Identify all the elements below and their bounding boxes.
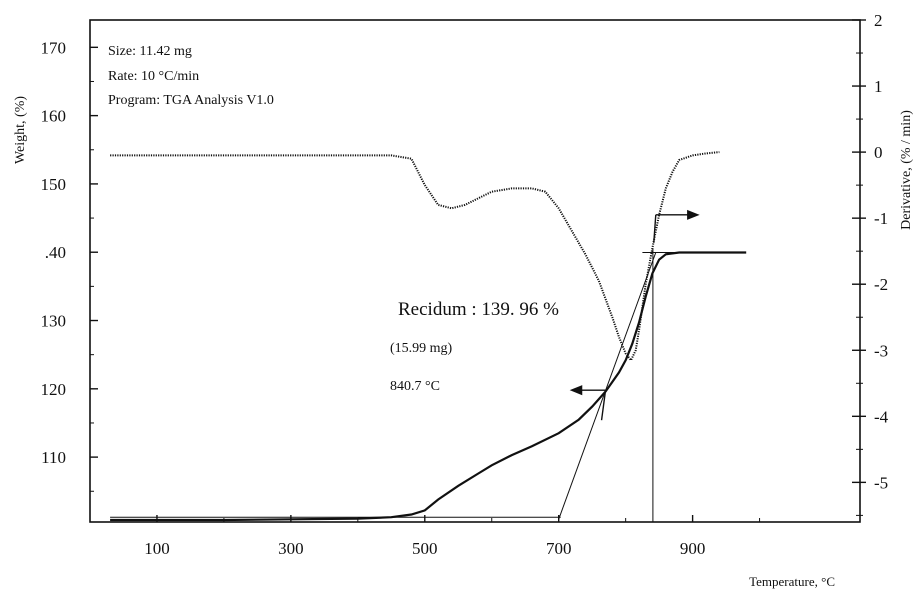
right-tick-label: -1	[874, 209, 888, 228]
derivative-curve	[110, 151, 720, 363]
plot-frame	[89, 19, 861, 523]
x-tick-label: 300	[278, 539, 304, 558]
x-tick-label: 700	[546, 539, 572, 558]
info-rate: Rate: 10 °C/min	[108, 69, 199, 84]
info-size: Size: 11.42 mg	[108, 44, 192, 59]
right-tick-label: -2	[874, 275, 888, 294]
x-tick-label: 900	[680, 539, 706, 558]
info-program: Program: TGA Analysis V1.0	[108, 93, 274, 108]
left-tick-label: 150	[41, 175, 67, 194]
arrow-deriv-head	[687, 209, 700, 220]
left-tick-label: 120	[41, 380, 67, 399]
right-axis-title: Derivative, (% / min)	[899, 110, 914, 230]
x-tick-label: 100	[144, 539, 170, 558]
right-tick-label: -5	[874, 473, 888, 492]
right-tick-label: -4	[874, 407, 889, 426]
left-axis-title: Weight, (%)	[13, 96, 28, 164]
arrow-weight-head	[569, 385, 583, 396]
left-tick-label: 110	[41, 448, 66, 467]
tangent-line	[558, 252, 657, 520]
left-tick-label: 170	[41, 38, 67, 57]
left-tick-label: 130	[41, 312, 67, 331]
right-tick-label: 0	[874, 143, 883, 162]
x-tick-label: 500	[412, 539, 438, 558]
right-axis-ticks: -5 -4 -3 -2 -1 0 1 2	[852, 11, 889, 516]
residue-label: Recidum : 139. 96 %	[398, 299, 559, 320]
left-tick-label: 160	[41, 107, 67, 126]
arrow-weight-drop	[600, 390, 607, 421]
right-tick-label: -3	[874, 341, 888, 360]
right-tick-label: 2	[874, 11, 883, 30]
onset-temperature-label: 840.7 °C	[390, 379, 440, 394]
right-tick-label: 1	[874, 77, 883, 96]
left-tick-label: .40	[45, 243, 66, 262]
onset-construction-lines	[110, 248, 720, 522]
x-axis-ticks: 100 300 500 700 900	[144, 515, 761, 558]
arrow-deriv-drop	[653, 214, 657, 243]
residue-mass-label: (15.99 mg)	[390, 341, 453, 356]
axis-arrows	[569, 209, 700, 421]
x-axis-title: Temperature, °C	[749, 574, 835, 589]
left-axis-ticks: 110 120 130 .40 150 160 170	[41, 38, 98, 492]
